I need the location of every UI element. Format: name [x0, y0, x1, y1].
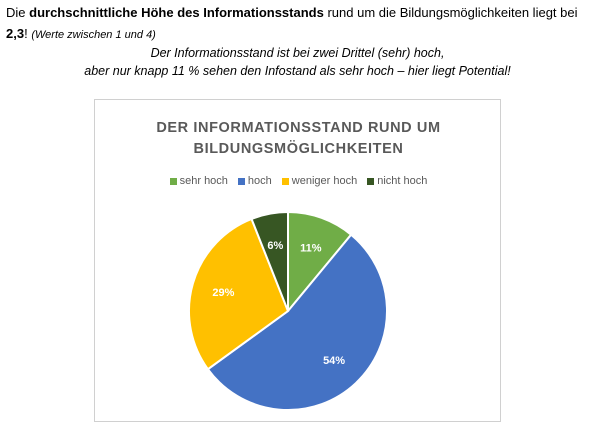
chart-title-line-2: BILDUNGSMÖGLICHKEITEN	[193, 141, 404, 157]
subtitle-line-2: aber nur knapp 11 % sehen den Infostand …	[84, 64, 511, 78]
pie-data-label: 6%	[267, 240, 283, 252]
legend-item: hoch	[237, 175, 272, 187]
chart-title: DER INFORMATIONSSTAND RUND UM BILDUNGSMÖ…	[95, 118, 502, 160]
pie-data-label: 54%	[323, 355, 345, 367]
intro-bold-phrase: durchschnittliche Höhe des Informationss…	[29, 5, 324, 20]
exclamation: !	[24, 26, 28, 41]
subtitle: Der Informationsstand ist bei zwei Dritt…	[0, 44, 595, 80]
legend-label: hoch	[247, 175, 272, 187]
intro-text-end: rund um die Bildungsmöglichkeiten liegt …	[323, 5, 578, 20]
legend-swatch	[169, 177, 177, 185]
legend-item: nicht hoch	[367, 175, 427, 187]
pie-slice-hoch	[206, 233, 388, 411]
pie-chart: 11% 54% 29% 6%	[188, 210, 388, 411]
intro-paragraph: Die durchschnittliche Höhe des Informati…	[6, 2, 591, 46]
legend-label: nicht hoch	[377, 175, 428, 187]
value-range-note: (Werte zwischen 1 und 4)	[31, 29, 156, 41]
chart-legend: sehr hoch hoch weniger hoch nicht hoch	[95, 175, 502, 187]
legend-label: sehr hoch	[179, 175, 228, 187]
pie-slice-nicht-hoch	[250, 210, 289, 312]
pie-slice-weniger-hoch	[188, 217, 290, 371]
pie-data-label: 29%	[212, 287, 234, 299]
chart-container: DER INFORMATIONSSTAND RUND UM BILDUNGSMÖ…	[94, 99, 501, 422]
legend-swatch	[281, 177, 289, 185]
pie-data-label: 11%	[300, 243, 322, 255]
legend-label: weniger hoch	[291, 175, 358, 187]
subtitle-line-1: Der Informationsstand ist bei zwei Dritt…	[150, 46, 445, 60]
chart-title-line-1: DER INFORMATIONSSTAND RUND UM	[156, 120, 441, 136]
legend-swatch	[367, 177, 375, 185]
intro-text-start: Die	[6, 5, 30, 20]
legend-item: weniger hoch	[281, 175, 358, 187]
average-value: 2,3	[6, 26, 25, 41]
legend-swatch	[237, 177, 245, 185]
pie-slice-sehr-hoch	[287, 210, 353, 314]
legend-item: sehr hoch	[169, 175, 228, 187]
